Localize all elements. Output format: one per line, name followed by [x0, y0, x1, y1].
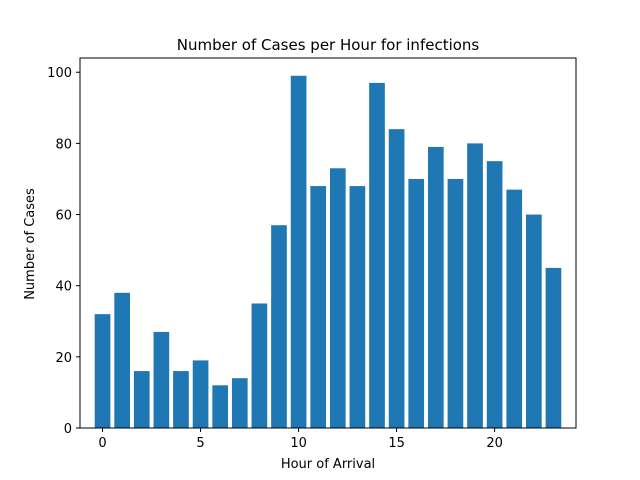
- y-tick-label: 20: [55, 351, 72, 366]
- x-tick-label: 0: [98, 436, 106, 451]
- bar-hour-23: [545, 267, 562, 428]
- bars-group: [94, 75, 562, 429]
- bar-hour-21: [506, 189, 523, 428]
- bar-hour-3: [153, 331, 170, 428]
- x-axis-ticks: 0 5 10 15 20: [98, 428, 503, 451]
- bar-hour-1: [114, 292, 130, 428]
- bar-hour-14: [369, 82, 385, 429]
- bar-hour-17: [427, 146, 444, 428]
- bar-hour-22: [526, 214, 542, 428]
- bar-hour-2: [133, 371, 150, 428]
- y-tick-label: 0: [64, 422, 72, 437]
- bar-hour-8: [251, 303, 268, 428]
- bar-hour-6: [212, 385, 229, 428]
- y-tick-label: 100: [47, 66, 72, 81]
- bar-hour-11: [310, 186, 327, 428]
- x-tick-label: 5: [196, 436, 204, 451]
- bar-hour-20: [486, 161, 503, 428]
- y-axis-label: Number of Cases: [23, 188, 38, 300]
- bar-hour-4: [173, 371, 189, 428]
- bar-hour-0: [94, 314, 111, 428]
- y-tick-label: 40: [55, 280, 72, 295]
- bar-hour-16: [408, 178, 425, 428]
- bar-hour-5: [192, 360, 209, 428]
- chart-title: Number of Cases per Hour for infections: [177, 36, 480, 54]
- bar-hour-7: [231, 378, 248, 428]
- plot-frame: [79, 57, 577, 429]
- bar-hour-9: [271, 225, 287, 428]
- y-tick-label: 80: [55, 137, 72, 152]
- bar-hour-10: [290, 75, 307, 429]
- bar-hour-15: [388, 129, 405, 428]
- bar-hour-12: [329, 168, 346, 429]
- bar-hour-19: [467, 143, 483, 428]
- x-tick-label: 15: [388, 436, 405, 451]
- y-tick-label: 60: [55, 209, 72, 224]
- x-tick-label: 10: [290, 436, 307, 451]
- bar-hour-18: [447, 178, 464, 428]
- y-axis-ticks: 0 20 40 60 80 100: [47, 66, 80, 437]
- x-axis-label: Hour of Arrival: [281, 457, 375, 472]
- x-tick-label: 20: [486, 436, 503, 451]
- bar-hour-13: [349, 186, 366, 428]
